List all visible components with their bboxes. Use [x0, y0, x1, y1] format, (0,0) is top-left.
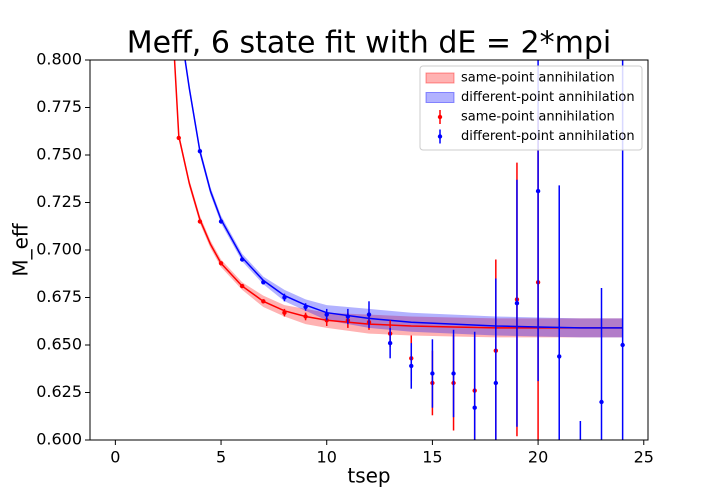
data-point: [578, 457, 582, 461]
data-point: [324, 312, 329, 317]
y-tick-label: 0.675: [36, 287, 82, 306]
legend-label: same-point annihilation: [461, 110, 615, 125]
y-tick-label: 0.800: [36, 50, 82, 69]
data-point: [261, 299, 266, 304]
data-point: [387, 340, 393, 346]
data-point: [282, 295, 287, 300]
legend-label: different-point annihilation: [461, 90, 635, 105]
data-point: [197, 219, 203, 224]
y-tick-label: 0.750: [36, 145, 82, 164]
data-point: [239, 257, 245, 262]
legend-label: different-point annihilation: [461, 129, 635, 144]
data-point: [430, 371, 435, 376]
data-point: [535, 188, 541, 194]
data-point: [303, 314, 308, 319]
data-point: [345, 314, 351, 319]
legend-swatch: [425, 92, 455, 103]
data-point: [620, 342, 625, 348]
data-point: [218, 261, 224, 266]
legend-box: [419, 65, 643, 151]
data-point: [493, 380, 499, 386]
y-tick-label: 0.650: [36, 335, 82, 354]
y-tick-label: 0.625: [36, 382, 82, 401]
data-point: [197, 149, 203, 154]
y-tick-label: 0.725: [36, 192, 82, 211]
data-point: [514, 301, 520, 306]
legend-swatch: [425, 72, 455, 84]
y-tick-label: 0.700: [36, 240, 82, 259]
x-tick-label: 20: [528, 448, 548, 467]
data-point: [451, 371, 456, 376]
legend-marker: [437, 114, 443, 120]
data-point: [176, 135, 181, 141]
data-point: [261, 280, 266, 285]
data-point: [282, 310, 287, 315]
data-point: [218, 219, 224, 224]
fit-curve: [173, 60, 623, 329]
y-tick-label: 0.775: [36, 97, 82, 116]
data-point: [472, 405, 477, 410]
data-point: [366, 312, 372, 317]
y-axis-label: M_eff: [9, 222, 33, 277]
legend-marker: [437, 134, 443, 139]
chart-title: Meff, 6 state fit with dE = 2*mpi: [127, 26, 612, 61]
data-point: [557, 354, 562, 359]
y-tick-label: 0.600: [36, 430, 82, 449]
x-tick-label: 10: [317, 448, 337, 467]
data-point: [303, 304, 308, 310]
data-point: [409, 363, 414, 369]
x-tick-label: 15: [422, 448, 442, 467]
data-point: [239, 283, 245, 289]
data-point: [599, 399, 604, 405]
x-tick-label: 5: [216, 448, 226, 467]
x-tick-label: 25: [634, 448, 654, 467]
x-axis-label: tsep: [347, 464, 390, 488]
legend-label: same-point annihilation: [461, 71, 615, 86]
x-tick-label: 0: [110, 448, 120, 467]
